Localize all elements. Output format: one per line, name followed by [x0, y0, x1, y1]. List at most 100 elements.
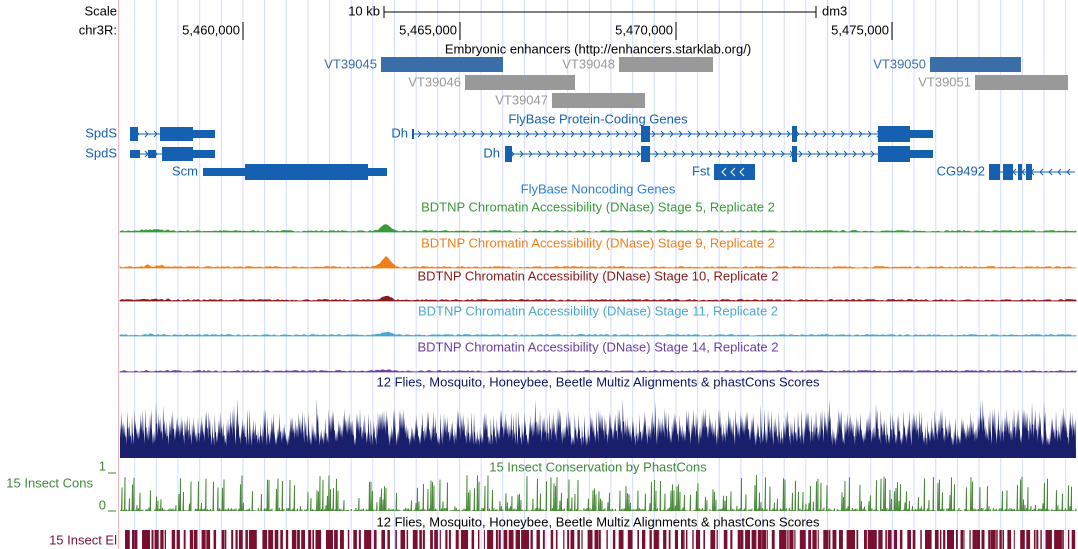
gene-arrow: [561, 130, 566, 138]
gene-arrow: [660, 130, 665, 138]
gene-arrow: [516, 130, 521, 138]
cons-element: [940, 530, 942, 549]
cons-element: [521, 530, 525, 549]
gene-exon: [130, 127, 138, 141]
cons-element: [542, 530, 545, 549]
cons-element: [771, 530, 775, 549]
cons-element: [627, 530, 632, 549]
cons-element: [364, 530, 369, 549]
cons-element: [681, 530, 684, 549]
gene-arrow: [753, 150, 758, 158]
cons-element: [757, 530, 762, 549]
gene-arrow: [606, 130, 611, 138]
gene-exon: [1026, 164, 1032, 180]
enhancer: [552, 93, 645, 108]
cons-element: [340, 530, 344, 549]
gene-arrow: [525, 130, 530, 138]
gene-arrow: [471, 130, 476, 138]
gene-arrow: [867, 130, 872, 138]
gene-arrow: [813, 130, 818, 138]
cons-element: [555, 530, 558, 549]
cons-element: [912, 530, 916, 549]
gene-arrow: [435, 130, 440, 138]
gene-exon: [368, 168, 387, 176]
gene-arrow: [654, 150, 659, 158]
cons-element: [960, 530, 963, 549]
enhancer: [975, 75, 1068, 90]
cons-element: [598, 530, 601, 549]
cons-element: [146, 530, 150, 549]
cons-element: [649, 530, 652, 549]
cons-element: [791, 530, 794, 549]
gene-exon: [193, 130, 215, 138]
track-title: FlyBase Protein-Coding Genes: [508, 111, 688, 126]
cons-element: [710, 530, 716, 549]
cons-element: [176, 530, 180, 549]
cons-element: [899, 530, 903, 549]
cons-element: [1054, 530, 1059, 549]
gene-arrow: [739, 167, 745, 177]
cons-element: [358, 530, 361, 549]
cons-element: [171, 530, 176, 549]
cons-element: [297, 530, 300, 549]
gene-arrow: [678, 130, 683, 138]
gene-arrow: [1057, 168, 1062, 176]
cons-element: [406, 530, 409, 549]
track-title: FlyBase Noncoding Genes: [521, 181, 676, 196]
cons-element: [254, 530, 257, 549]
track-title: BDTNP Chromatin Accessibility (DNase) St…: [421, 235, 775, 250]
cons-element: [893, 530, 898, 549]
gene-arrow: [705, 130, 710, 138]
cons-element: [448, 530, 451, 549]
cons-element: [291, 530, 297, 549]
cons-element: [221, 530, 224, 549]
cons-element: [1026, 530, 1031, 549]
cons-element: [943, 530, 946, 549]
gene-arrow: [858, 130, 863, 138]
cons-element: [663, 530, 667, 549]
track-title: BDTNP Chromatin Accessibility (DNase) St…: [421, 199, 775, 214]
gene-exon: [412, 129, 414, 139]
enhancer-label: VT39051: [918, 74, 971, 89]
gene-arrow: [570, 130, 575, 138]
cons-element: [703, 530, 705, 549]
gene-arrow: [579, 130, 584, 138]
gene-exon: [641, 126, 650, 142]
cons-element: [1067, 530, 1070, 549]
cons-element: [803, 530, 806, 549]
gene-exon: [130, 150, 140, 158]
cons-element: [885, 530, 887, 549]
cons-element: [740, 530, 744, 549]
cons-element: [630, 530, 633, 549]
gene-arrow: [528, 150, 533, 158]
cons-element: [988, 530, 991, 549]
cons-element: [1013, 530, 1015, 549]
cons-element: [525, 530, 529, 549]
cons-element: [686, 530, 688, 549]
gene-arrow: [750, 130, 755, 138]
cons-element: [318, 530, 322, 549]
gene-arrow: [564, 150, 569, 158]
gene-label: SpdS: [85, 145, 117, 160]
ruler-label: 5,475,000: [831, 22, 889, 37]
cons-element: [782, 530, 787, 549]
gene-arrow: [498, 130, 503, 138]
track-title: BDTNP Chromatin Accessibility (DNase) St…: [417, 268, 778, 283]
gene-exon: [910, 130, 933, 138]
cons-element: [570, 530, 575, 549]
cons-element: [224, 530, 227, 549]
cons-element: [850, 530, 855, 549]
cons-element: [400, 530, 404, 549]
enhancer: [465, 75, 575, 90]
cons-element: [445, 530, 448, 549]
cons-element: [478, 530, 480, 549]
cons-element: [301, 530, 305, 549]
cons-element: [483, 530, 485, 549]
gene-arrow: [798, 150, 803, 158]
scale-bar-label: 10 kb: [348, 3, 380, 18]
enhancer-label: VT39046: [408, 74, 461, 89]
gene-arrow: [744, 150, 749, 158]
gene-arrow: [633, 130, 638, 138]
gene-arrow: [816, 150, 821, 158]
cons-element: [999, 530, 1002, 549]
